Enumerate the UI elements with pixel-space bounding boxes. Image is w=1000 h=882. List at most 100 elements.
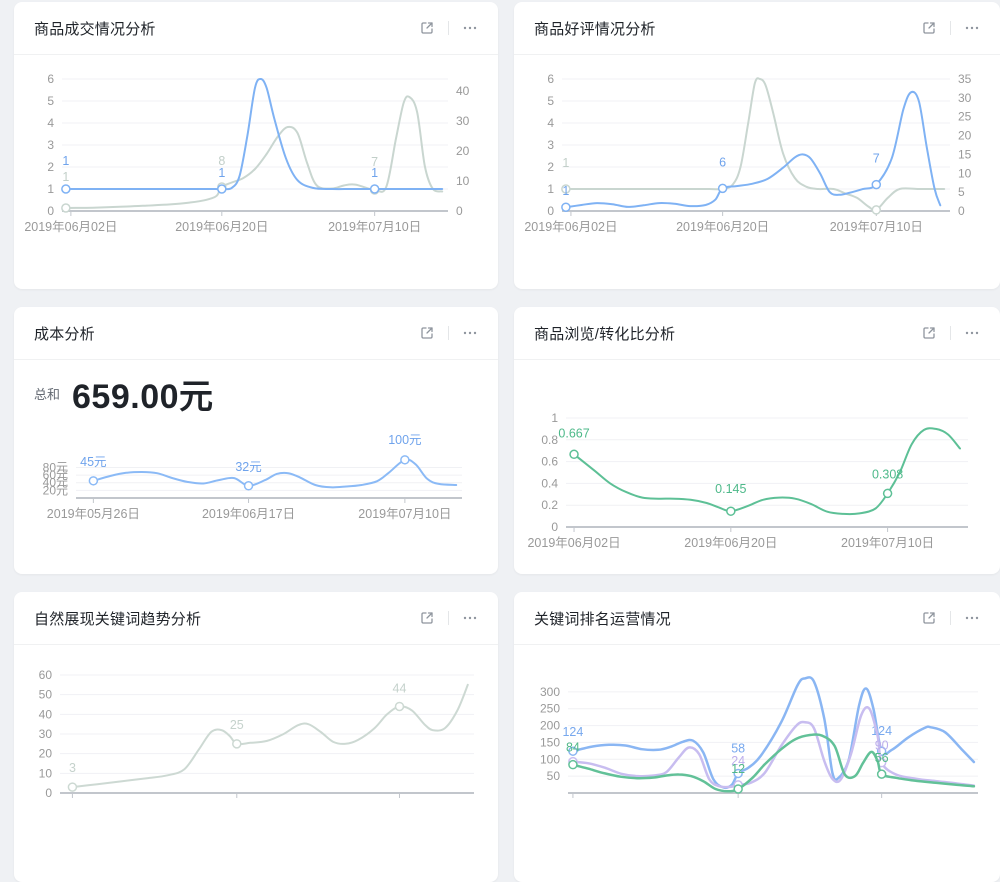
svg-text:2019年06月20日: 2019年06月20日 [676, 220, 769, 234]
svg-text:1: 1 [62, 154, 69, 168]
external-link-icon[interactable] [415, 321, 439, 345]
card-header: 商品好评情况分析 [514, 2, 1000, 55]
svg-text:10: 10 [958, 166, 972, 180]
more-options-icon[interactable] [458, 606, 482, 630]
svg-text:30: 30 [958, 91, 972, 105]
total-stat: 总和 659.00元 [24, 360, 488, 422]
svg-text:50: 50 [39, 688, 53, 702]
svg-text:2: 2 [547, 160, 554, 174]
card-actions [415, 321, 482, 345]
stat-label: 总和 [34, 386, 61, 402]
more-options-icon[interactable] [960, 16, 984, 40]
svg-text:250: 250 [540, 702, 560, 716]
external-link-icon[interactable] [917, 16, 941, 40]
svg-text:6: 6 [547, 72, 554, 86]
card-keyword-ranking: 关键词排名运营情况 50 100 150 200 250 300 124 58 124 24 90 8… [514, 592, 1000, 882]
card-title: 商品好评情况分析 [534, 20, 656, 38]
svg-text:20元: 20元 [43, 483, 68, 497]
svg-text:60元: 60元 [43, 468, 68, 482]
svg-text:58: 58 [731, 741, 745, 755]
svg-text:2019年07月10日: 2019年07月10日 [358, 507, 451, 521]
card-title: 成本分析 [34, 325, 95, 343]
svg-text:5: 5 [47, 94, 54, 108]
svg-text:12: 12 [731, 762, 745, 776]
svg-text:20: 20 [456, 144, 470, 158]
svg-text:45元: 45元 [80, 455, 106, 469]
card-body: 50 100 150 200 250 300 124 58 124 24 90 84 12 56 [514, 645, 1000, 882]
more-options-icon[interactable] [458, 16, 482, 40]
card-actions [415, 606, 482, 630]
card-deal-analysis: 商品成交情况分析 0 1 2 3 4 5 6 0 10 20 30 40 2019年06月02日 2019… [14, 2, 498, 289]
actions-divider [448, 21, 449, 35]
svg-text:8: 8 [218, 154, 225, 168]
actions-divider [950, 21, 951, 35]
card-title: 关键词排名运营情况 [534, 610, 671, 628]
svg-text:2019年06月20日: 2019年06月20日 [684, 536, 777, 550]
card-header: 商品浏览/转化比分析 [514, 307, 1000, 360]
card-actions [917, 606, 984, 630]
svg-text:2019年06月02日: 2019年06月02日 [527, 536, 620, 550]
svg-text:3: 3 [47, 138, 54, 152]
svg-text:10: 10 [39, 766, 53, 780]
card-title: 商品浏览/转化比分析 [534, 325, 676, 343]
svg-text:7: 7 [873, 152, 880, 166]
svg-text:4: 4 [547, 116, 554, 130]
card-actions [415, 16, 482, 40]
card-body: 0 10 20 30 40 50 60 3 25 44 [14, 645, 498, 882]
svg-text:3: 3 [547, 138, 554, 152]
svg-text:40: 40 [456, 84, 470, 98]
more-options-icon[interactable] [960, 321, 984, 345]
svg-text:100: 100 [540, 752, 560, 766]
svg-text:0: 0 [45, 786, 52, 800]
actions-divider [950, 326, 951, 340]
stat-value: 659.00元 [72, 377, 214, 416]
card-body: 0 1 2 3 4 5 6 0 5 10 15 20 25 30 35 2019年06月02日 2019年06月… [514, 55, 1000, 289]
svg-text:1: 1 [218, 166, 225, 180]
card-header: 关键词排名运营情况 [514, 592, 1000, 645]
card-header: 商品成交情况分析 [14, 2, 498, 55]
svg-text:20: 20 [39, 747, 53, 761]
card-body: 0 0.2 0.4 0.6 0.8 1 2019年06月02日 2019年06月20日 2019… [514, 360, 1000, 574]
svg-text:1: 1 [62, 170, 69, 184]
actions-divider [448, 326, 449, 340]
svg-text:84: 84 [566, 741, 580, 755]
svg-text:150: 150 [540, 735, 560, 749]
external-link-icon[interactable] [917, 606, 941, 630]
cost-analysis-chart: 20元 40元 60元 80元 2019年05月26日 2019年06月17日 2019年0… [24, 422, 488, 539]
svg-text:1: 1 [562, 156, 569, 170]
svg-text:0.8: 0.8 [541, 433, 558, 447]
svg-text:0: 0 [958, 204, 965, 218]
svg-text:24: 24 [731, 754, 745, 768]
external-link-icon[interactable] [415, 16, 439, 40]
svg-text:124: 124 [562, 725, 583, 739]
svg-text:1: 1 [551, 411, 558, 425]
svg-text:6: 6 [719, 155, 726, 169]
actions-divider [448, 611, 449, 625]
more-options-icon[interactable] [458, 321, 482, 345]
svg-text:6: 6 [47, 72, 54, 86]
card-title: 商品成交情况分析 [34, 20, 156, 38]
svg-text:2019年06月20日: 2019年06月20日 [175, 220, 268, 234]
svg-text:200: 200 [540, 719, 560, 733]
svg-text:0: 0 [551, 520, 558, 534]
chart-svg: 0 10 20 30 40 50 60 3 25 44 [39, 668, 474, 800]
deal-analysis-chart: 0 1 2 3 4 5 6 0 10 20 30 40 2019年06月02日 2019年06月20日 20… [24, 55, 488, 252]
external-link-icon[interactable] [415, 606, 439, 630]
svg-text:90: 90 [875, 739, 889, 753]
card-header: 自然展现关键词趋势分析 [14, 592, 498, 645]
svg-text:35: 35 [958, 72, 972, 86]
card-body: 0 1 2 3 4 5 6 0 10 20 30 40 2019年06月02日 2019年06月20日 20… [14, 55, 498, 289]
svg-text:25: 25 [958, 110, 972, 124]
svg-text:2019年05月26日: 2019年05月26日 [47, 507, 140, 521]
svg-text:0.6: 0.6 [541, 455, 558, 469]
more-options-icon[interactable] [960, 606, 984, 630]
svg-text:2019年07月10日: 2019年07月10日 [841, 536, 934, 550]
svg-text:2019年07月10日: 2019年07月10日 [830, 220, 923, 234]
external-link-icon[interactable] [917, 321, 941, 345]
svg-text:2019年07月10日: 2019年07月10日 [328, 220, 421, 234]
